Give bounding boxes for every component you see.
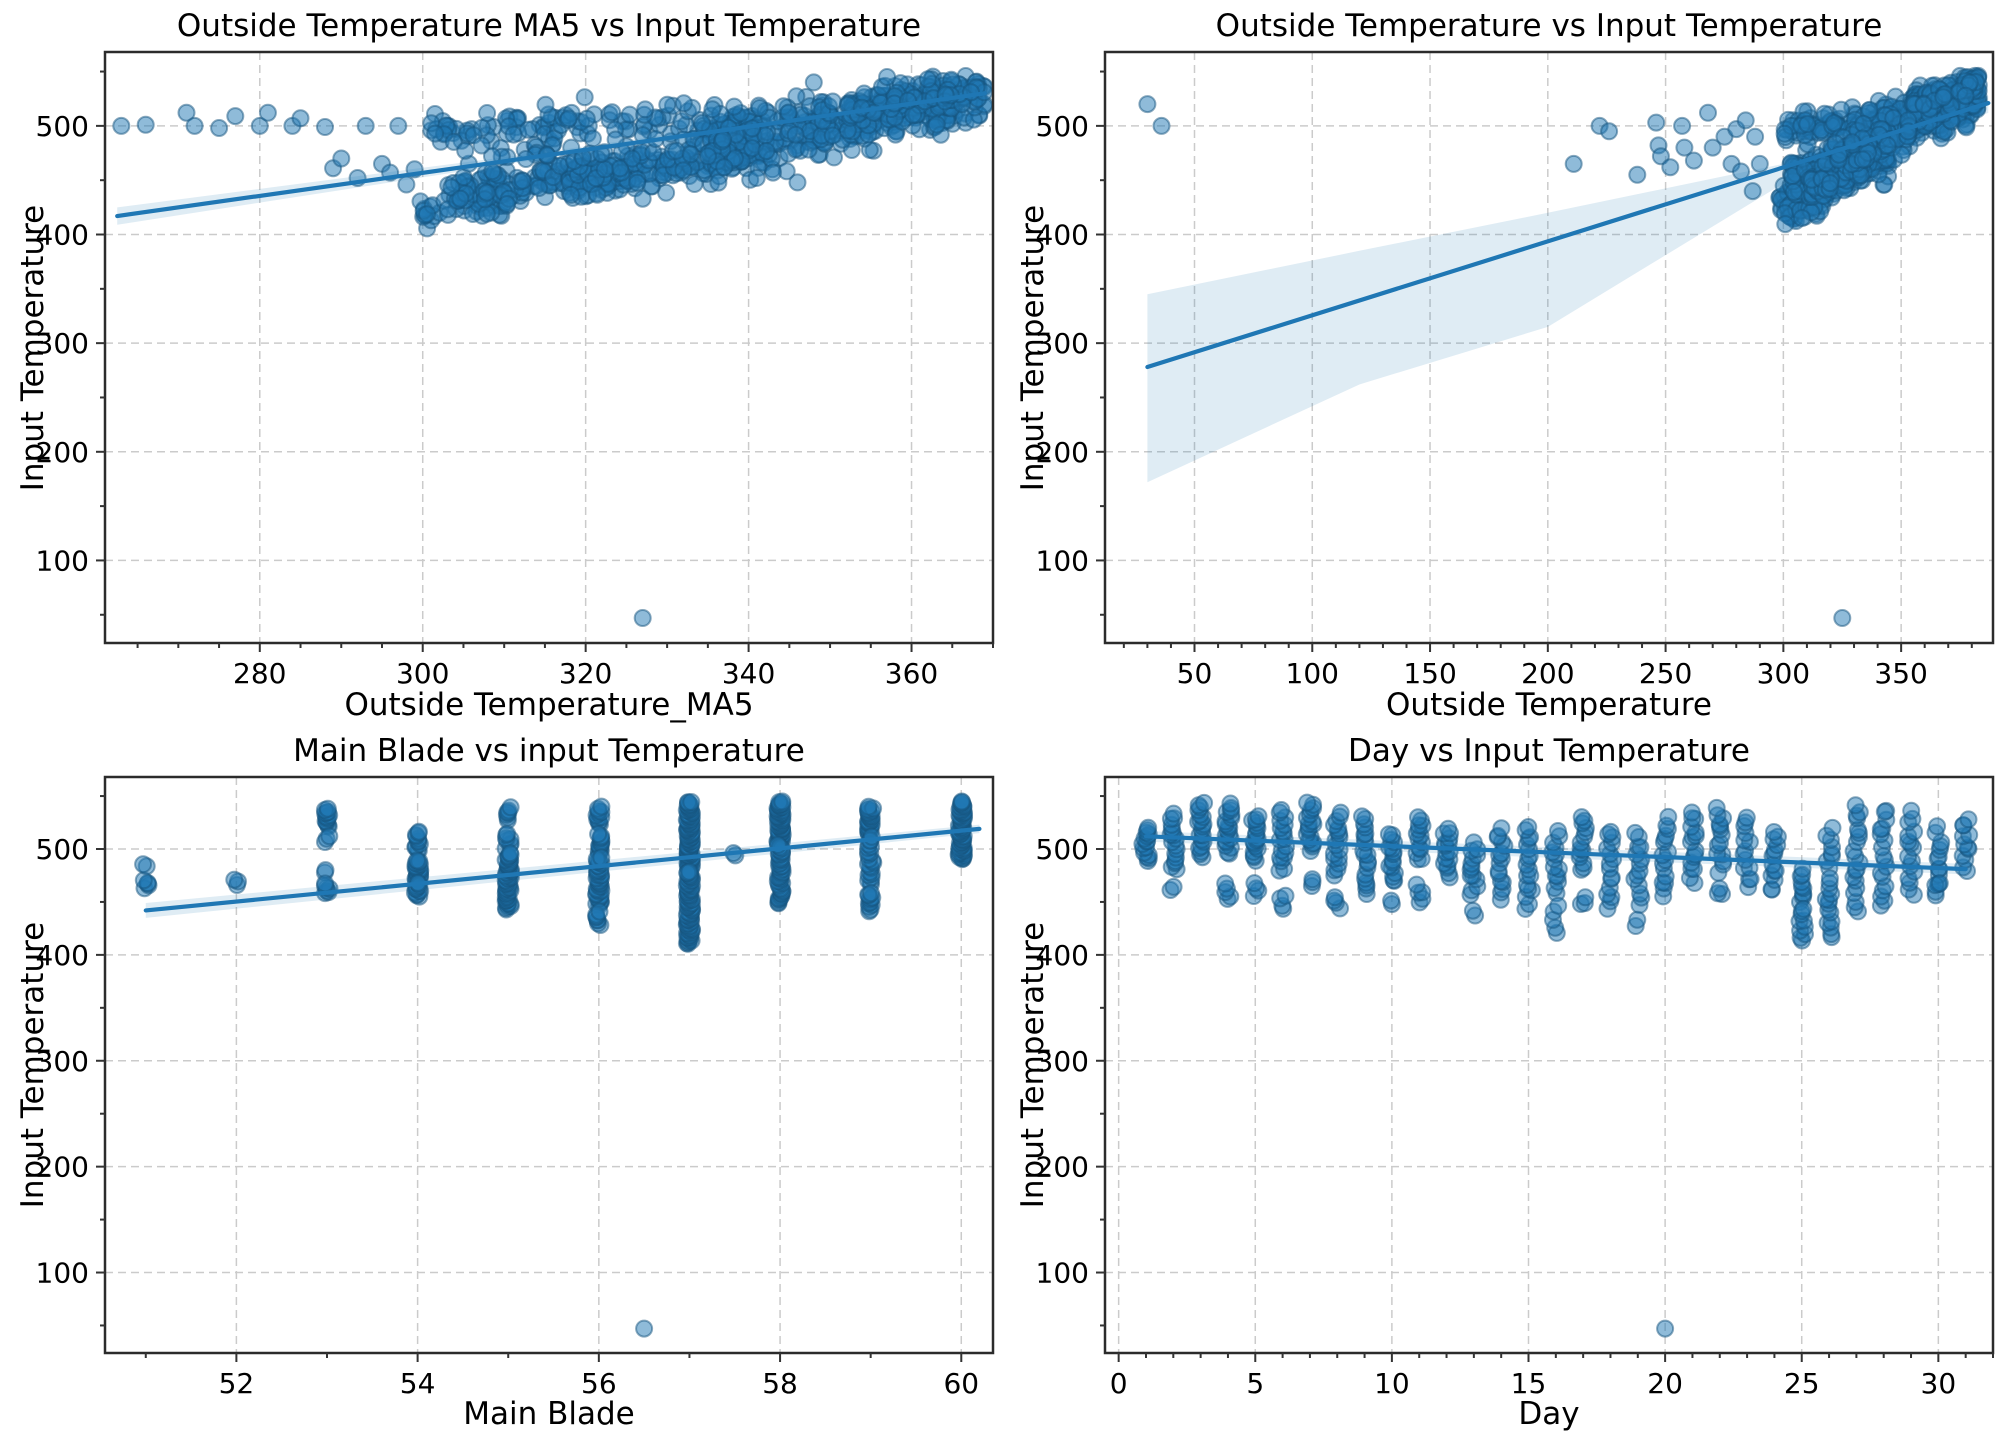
y-tick-label: 300 [1036, 327, 1089, 360]
x-tick-label: 52 [219, 1367, 255, 1400]
panel-outside-temp: Outside Temperature vs Input Temperature… [1000, 0, 2000, 723]
x-tick-label: 350 [1874, 657, 1927, 690]
x-tick-label: 150 [1403, 657, 1456, 690]
y-tick-label: 300 [36, 1045, 89, 1078]
x-axis-title: Main Blade [463, 1396, 635, 1432]
x-tick-label: 56 [581, 1367, 617, 1400]
y-tick-label: 200 [36, 1151, 89, 1184]
x-tick-label: 320 [559, 657, 612, 690]
y-tick-label: 400 [1036, 219, 1089, 252]
x-tick-label: 60 [943, 1367, 979, 1400]
x-axis-title: Outside Temperature [1386, 687, 1712, 723]
x-tick-label: 20 [1647, 1367, 1683, 1400]
x-tick-label: 200 [1521, 657, 1574, 690]
panel-outside-temp-ma5: Outside Temperature MA5 vs Input Tempera… [0, 0, 1000, 723]
y-tick-label: 500 [36, 833, 89, 866]
x-tick-label: 100 [1286, 657, 1339, 690]
scatter-plot-4: 0 5 10 15 20 25 30 100 200 300 400 500 [1036, 775, 1995, 1400]
x-tick-label: 25 [1784, 1367, 1820, 1400]
x-tick-label: 10 [1374, 1367, 1410, 1400]
y-tick-label: 200 [36, 436, 89, 469]
x-tick-label: 5 [1246, 1367, 1264, 1400]
y-tick-label: 500 [1036, 833, 1089, 866]
x-tick-label: 300 [1757, 657, 1810, 690]
x-tick-label: 15 [1511, 1367, 1547, 1400]
panel-main-blade: Main Blade vs input Temperature Input Te… [0, 717, 1000, 1434]
chart-title: Main Blade vs input Temperature [293, 733, 805, 769]
x-tick-label: 340 [722, 657, 775, 690]
x-tick-label: 30 [1921, 1367, 1957, 1400]
y-tick-label: 200 [1036, 1151, 1089, 1184]
panel-day: Day vs Input Temperature Input Temperatu… [1000, 717, 2000, 1434]
scatter-plot-1: 280 300 320 340 360 100 200 300 400 500 [36, 50, 995, 690]
y-tick-label: 400 [36, 219, 89, 252]
chart-title: Outside Temperature MA5 vs Input Tempera… [176, 8, 922, 44]
y-tick-label: 100 [1036, 1257, 1089, 1290]
y-tick-label: 400 [1036, 939, 1089, 972]
x-tick-label: 360 [885, 657, 938, 690]
y-tick-label: 200 [1036, 436, 1089, 469]
x-tick-label: 54 [400, 1367, 436, 1400]
scatter-plot-2: 50 100 150 200 250 300 350 100 200 300 400 500 [1036, 50, 1995, 690]
x-axis-title: Day [1518, 1396, 1580, 1432]
x-tick-label: 250 [1639, 657, 1692, 690]
y-tick-label: 500 [1036, 110, 1089, 143]
x-axis-title: Outside Temperature_MA5 [344, 687, 754, 723]
x-tick-label: 300 [396, 657, 449, 690]
y-tick-label: 300 [36, 327, 89, 360]
y-tick-label: 100 [36, 544, 89, 577]
x-tick-label: 58 [762, 1367, 798, 1400]
chart-title: Outside Temperature vs Input Temperature [1215, 8, 1883, 44]
y-tick-label: 100 [36, 1257, 89, 1290]
scatter-plot-3: 52 54 56 58 60 100 200 300 400 500 [36, 775, 995, 1400]
x-tick-label: 280 [233, 657, 286, 690]
x-tick-label: 0 [1110, 1367, 1128, 1400]
y-tick-label: 100 [1036, 544, 1089, 577]
x-tick-label: 50 [1177, 657, 1213, 690]
y-tick-label: 400 [36, 939, 89, 972]
y-tick-label: 500 [36, 110, 89, 143]
chart-title: Day vs Input Temperature [1348, 733, 1750, 769]
y-tick-label: 300 [1036, 1045, 1089, 1078]
